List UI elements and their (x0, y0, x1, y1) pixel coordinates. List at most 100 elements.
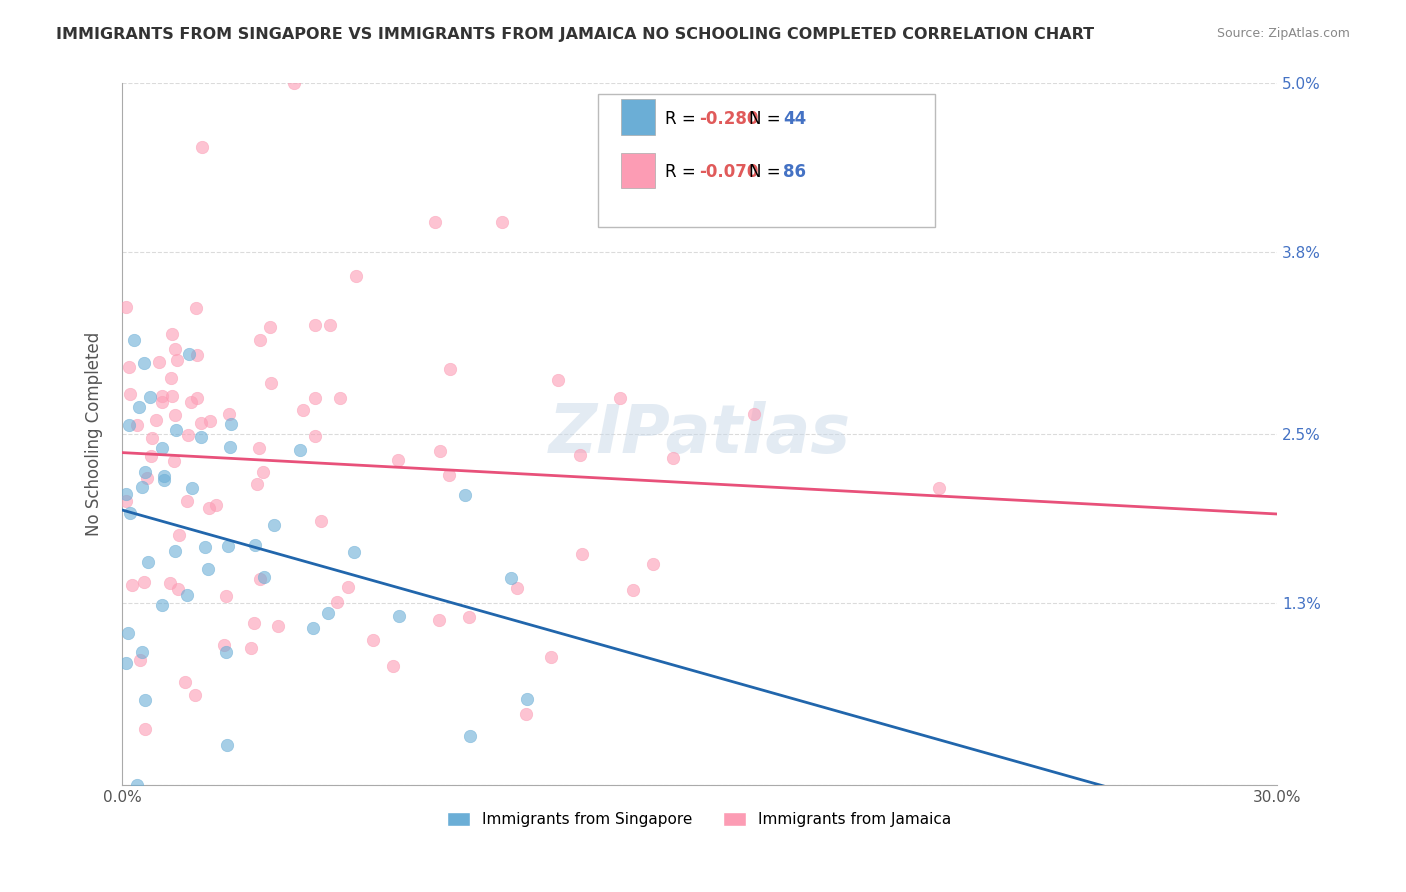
Immigrants from Jamaica (218, 408, 240, 422)
Immigrants from Jamaica (186, 347, 208, 361)
Immigrants from Jamaica (150, 389, 173, 403)
Immigrants from Singapore (516, 691, 538, 706)
Immigrants from Jamaica (135, 471, 157, 485)
Immigrants from Singapore (150, 598, 173, 612)
Immigrants from Jamaica (183, 688, 205, 702)
Immigrants from Jamaica (540, 649, 562, 664)
Immigrants from Singapore (176, 588, 198, 602)
Immigrants from Singapore (128, 401, 150, 415)
Y-axis label: No Schooling Completed: No Schooling Completed (86, 332, 103, 536)
Immigrants from Jamaica (304, 429, 326, 443)
Immigrants from Jamaica (569, 449, 592, 463)
Immigrants from Singapore (177, 346, 200, 360)
Immigrants from Jamaica (259, 319, 281, 334)
Immigrants from Jamaica (141, 431, 163, 445)
Immigrants from Singapore (243, 539, 266, 553)
Immigrants from Singapore (163, 544, 186, 558)
Text: R =: R = (665, 163, 702, 181)
Immigrants from Jamaica (260, 376, 283, 390)
Immigrants from Jamaica (311, 515, 333, 529)
Immigrants from Jamaica (167, 582, 190, 597)
Immigrants from Singapore (125, 778, 148, 792)
Immigrants from Jamaica (249, 334, 271, 348)
Immigrants from Jamaica (150, 395, 173, 409)
Text: -0.070: -0.070 (699, 163, 758, 181)
Immigrants from Jamaica (129, 653, 152, 667)
Immigrants from Jamaica (163, 454, 186, 468)
Immigrants from Jamaica (148, 355, 170, 369)
Immigrants from Jamaica (928, 481, 950, 495)
Immigrants from Jamaica (425, 215, 447, 229)
Immigrants from Jamaica (191, 139, 214, 153)
Text: IMMIGRANTS FROM SINGAPORE VS IMMIGRANTS FROM JAMAICA NO SCHOOLING COMPLETED CORR: IMMIGRANTS FROM SINGAPORE VS IMMIGRANTS … (56, 27, 1094, 42)
Immigrants from Singapore (134, 466, 156, 480)
Text: N =: N = (749, 163, 786, 181)
Immigrants from Jamaica (115, 493, 138, 508)
Immigrants from Jamaica (325, 595, 347, 609)
Immigrants from Jamaica (186, 391, 208, 405)
Immigrants from Singapore (132, 356, 155, 370)
Immigrants from Jamaica (165, 408, 187, 422)
Immigrants from Jamaica (329, 392, 352, 406)
Immigrants from Jamaica (184, 301, 207, 315)
Immigrants from Jamaica (571, 547, 593, 561)
Immigrants from Singapore (165, 423, 187, 437)
Immigrants from Jamaica (304, 392, 326, 406)
Immigrants from Jamaica (115, 301, 138, 315)
Immigrants from Jamaica (621, 582, 644, 597)
Immigrants from Jamaica (609, 391, 631, 405)
Immigrants from Singapore (131, 644, 153, 658)
Legend: Immigrants from Singapore, Immigrants from Jamaica: Immigrants from Singapore, Immigrants fr… (441, 806, 957, 834)
Immigrants from Singapore (454, 488, 477, 502)
Immigrants from Jamaica (198, 501, 221, 516)
Immigrants from Jamaica (439, 362, 461, 376)
Immigrants from Jamaica (662, 451, 685, 466)
Immigrants from Jamaica (212, 638, 235, 652)
Immigrants from Jamaica (337, 580, 360, 594)
Immigrants from Jamaica (292, 403, 315, 417)
Immigrants from Jamaica (249, 572, 271, 586)
Immigrants from Jamaica (547, 373, 569, 387)
Immigrants from Jamaica (437, 468, 460, 483)
Immigrants from Singapore (253, 570, 276, 584)
Immigrants from Singapore (388, 609, 411, 624)
Immigrants from Singapore (117, 626, 139, 640)
Immigrants from Jamaica (252, 465, 274, 479)
Immigrants from Jamaica (166, 352, 188, 367)
Immigrants from Jamaica (506, 581, 529, 595)
Immigrants from Jamaica (200, 414, 222, 428)
Immigrants from Jamaica (176, 494, 198, 508)
Text: -0.280: -0.280 (699, 110, 758, 128)
Immigrants from Jamaica (387, 453, 409, 467)
Immigrants from Jamaica (121, 578, 143, 592)
Immigrants from Singapore (153, 473, 176, 487)
Immigrants from Jamaica (160, 370, 183, 384)
Immigrants from Jamaica (267, 618, 290, 632)
Immigrants from Singapore (118, 418, 141, 433)
Immigrants from Singapore (136, 555, 159, 569)
Text: ZIPatlas: ZIPatlas (548, 401, 851, 467)
Immigrants from Singapore (122, 334, 145, 348)
Immigrants from Singapore (134, 692, 156, 706)
Text: R =: R = (665, 110, 702, 128)
Immigrants from Singapore (115, 656, 138, 670)
Text: Source: ZipAtlas.com: Source: ZipAtlas.com (1216, 27, 1350, 40)
Immigrants from Singapore (150, 442, 173, 456)
Immigrants from Singapore (215, 645, 238, 659)
Immigrants from Jamaica (458, 610, 481, 624)
Immigrants from Singapore (115, 487, 138, 501)
Immigrants from Jamaica (215, 590, 238, 604)
Immigrants from Singapore (131, 480, 153, 494)
Text: 86: 86 (783, 163, 806, 181)
Immigrants from Jamaica (515, 707, 537, 722)
Immigrants from Jamaica (245, 476, 267, 491)
Immigrants from Jamaica (643, 557, 665, 571)
Immigrants from Singapore (197, 562, 219, 576)
Immigrants from Jamaica (304, 318, 326, 333)
Immigrants from Singapore (343, 545, 366, 559)
Immigrants from Singapore (302, 621, 325, 635)
Immigrants from Jamaica (243, 616, 266, 631)
Immigrants from Jamaica (742, 407, 765, 421)
Immigrants from Jamaica (160, 389, 183, 403)
Immigrants from Jamaica (134, 722, 156, 736)
